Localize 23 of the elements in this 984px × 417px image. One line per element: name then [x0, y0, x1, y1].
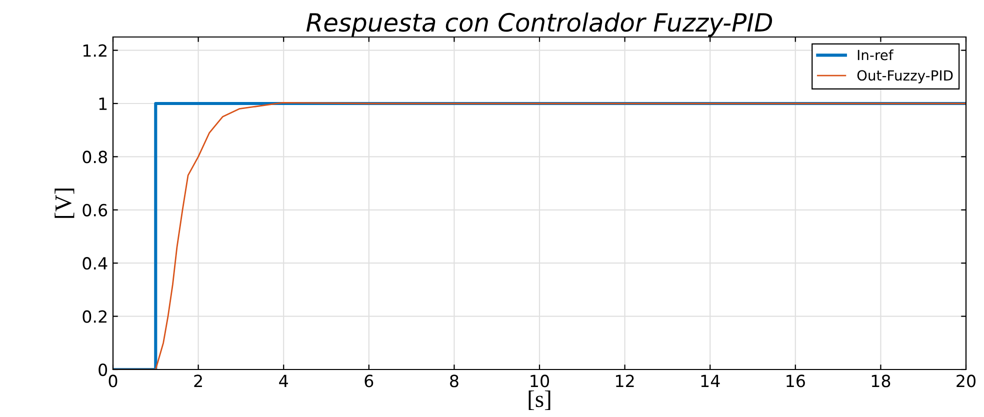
legend-label: Out-Fuzzy-PID [857, 70, 953, 84]
y-tick-label: 0 [98, 363, 108, 376]
y-tick-label: 0.4 [82, 257, 108, 270]
y-tick-label: 0.6 [82, 204, 108, 216]
x-tick-label: 14 [701, 374, 720, 388]
y-axis-title: [V] [54, 188, 74, 218]
x-axis-title: [s] [528, 390, 550, 410]
x-tick-label: 0 [108, 374, 118, 388]
x-tick-label: 6 [364, 374, 374, 388]
y-tick-label: 0.8 [82, 150, 107, 164]
x-tick-label: 20 [956, 374, 976, 388]
x-tick-label: 4 [279, 374, 288, 388]
x-tick-label: 12 [616, 374, 634, 388]
y-tick-label: 1.2 [83, 44, 106, 57]
y-tick-label: 0.2 [82, 310, 106, 323]
x-tick-label: 16 [786, 374, 805, 388]
x-tick-label: 2 [194, 374, 202, 388]
y-tick-label: 1 [99, 98, 107, 110]
x-tick-label: 10 [530, 374, 549, 388]
chart-title: Respuesta con Controlador Fuzzy-PID [306, 12, 772, 37]
x-tick-label: 18 [872, 374, 890, 388]
legend-label: In-ref [858, 50, 894, 60]
x-tick-label: 8 [450, 374, 458, 388]
